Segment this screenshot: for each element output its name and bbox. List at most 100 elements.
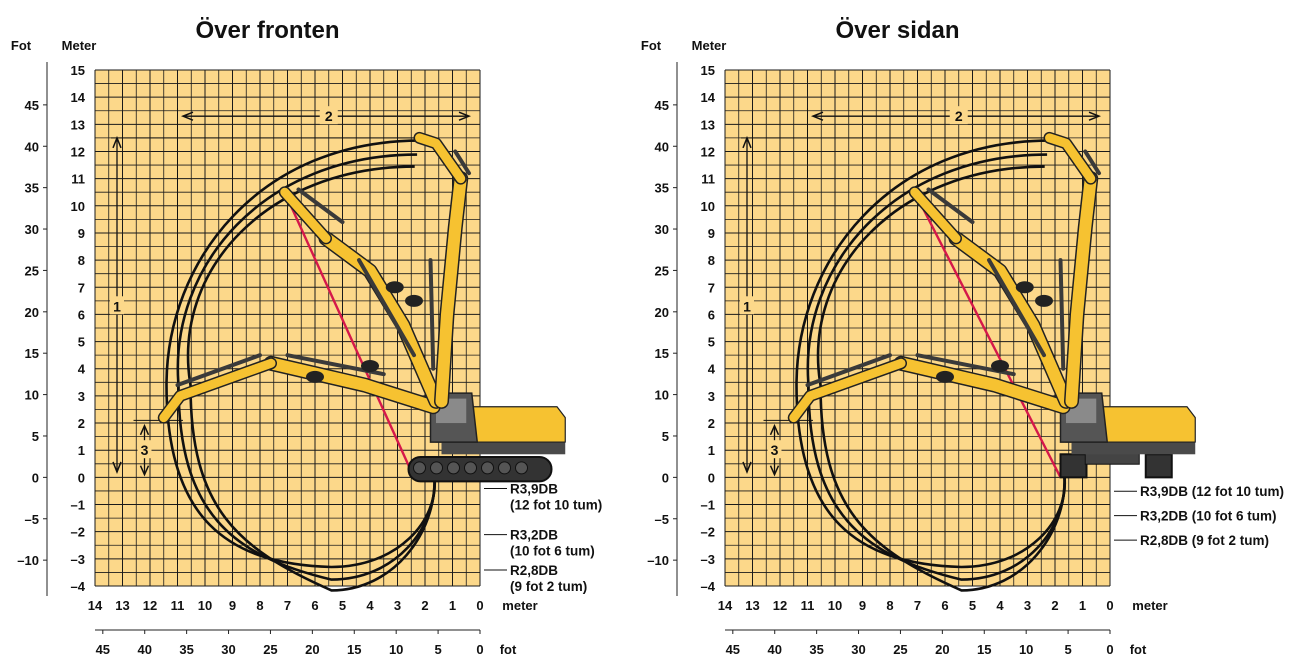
- x-tick-feet: 25: [263, 642, 277, 657]
- legend-sublabel: (10 fot 6 tum): [510, 544, 595, 559]
- x-tick-feet: 10: [389, 642, 403, 657]
- x-tick-feet: 35: [179, 642, 193, 657]
- x-tick-feet: 40: [137, 642, 151, 657]
- crawler-track-left: [1059, 453, 1088, 479]
- envelope-curve-1: [795, 139, 1066, 569]
- arrow-down-icon: [742, 461, 752, 474]
- y-tick-meter: 3: [708, 389, 715, 404]
- y-tick-feet: 40: [655, 139, 669, 154]
- cylinder: [805, 353, 892, 388]
- y-tick-feet: 35: [655, 181, 669, 196]
- y-tick-feet: –10: [647, 553, 669, 568]
- envelope-curve-3: [186, 165, 436, 592]
- x-tick-meter: 11: [801, 598, 815, 613]
- x-tick-meter: 2: [421, 598, 428, 613]
- dim-label-2: 2: [325, 108, 333, 124]
- y-tick-meter: –4: [71, 579, 86, 594]
- x-tick-meter: 13: [745, 598, 759, 613]
- x-tick-meter: 10: [198, 598, 212, 613]
- legend-label: R2,8DB (9 fot 2 tum): [1140, 533, 1269, 548]
- x-tick-feet: 20: [935, 642, 949, 657]
- excavator: [157, 131, 566, 483]
- y-tick-meter: 0: [708, 470, 715, 485]
- cylinder: [1058, 258, 1066, 371]
- x-tick-feet: 15: [347, 642, 361, 657]
- y-tick-meter: 2: [708, 416, 715, 431]
- y-tick-meter: –2: [71, 525, 85, 540]
- boom-horizontal: [895, 357, 1070, 413]
- working-envelopes: [795, 139, 1066, 592]
- y-tick-meter: 14: [71, 90, 86, 105]
- y-tick-meter: 12: [71, 144, 85, 159]
- x-tick-meter: 9: [229, 598, 236, 613]
- y-tick-meter: 9: [708, 226, 715, 241]
- x-tick-meter: 1: [1079, 598, 1086, 613]
- arrow-down-icon: [112, 461, 122, 474]
- y-tick-meter: –1: [71, 498, 85, 513]
- cat-logo-icon: [361, 360, 379, 373]
- stick-mid: [910, 187, 961, 243]
- y-tick-meter: 8: [708, 253, 715, 268]
- stick-horizontal: [159, 358, 276, 423]
- y-tick-meter: 1: [708, 443, 715, 458]
- legend-label: R3,9DB (12 fot 10 tum): [1140, 484, 1284, 499]
- panel-title: Över fronten: [195, 17, 339, 44]
- legend-label: R2,8DB: [510, 563, 558, 578]
- track-roller: [481, 461, 494, 475]
- envelope-curve-3: [816, 165, 1066, 592]
- cylinder: [987, 258, 1046, 358]
- x-tick-meter: 3: [1024, 598, 1031, 613]
- envelope-curve-2: [176, 153, 436, 581]
- arrow-right-icon: [1088, 111, 1102, 121]
- legend-sublabel: (9 fot 2 tum): [510, 579, 587, 594]
- y-tick-feet: 30: [655, 222, 669, 237]
- x-tick-meter: 14: [718, 598, 733, 613]
- arrow-left-icon: [810, 111, 824, 121]
- arrow-down-icon: [769, 465, 780, 477]
- cylinder: [175, 353, 262, 388]
- track-roller: [430, 461, 443, 475]
- feet-unit-label: Fot: [11, 38, 32, 53]
- track-roller: [515, 461, 528, 475]
- arrow-up-icon: [139, 423, 150, 436]
- y-tick-meter: 6: [78, 307, 85, 322]
- y-tick-feet: 0: [662, 470, 669, 485]
- x-unit-feet: fot: [1130, 642, 1147, 657]
- stick-high: [1045, 133, 1096, 184]
- y-tick-feet: 35: [25, 181, 39, 196]
- y-tick-meter: –1: [701, 498, 715, 513]
- y-tick-meter: 10: [71, 199, 85, 214]
- x-tick-meter: 9: [859, 598, 866, 613]
- y-tick-meter: –3: [71, 552, 85, 567]
- x-tick-meter: 6: [311, 598, 318, 613]
- excavator: [787, 131, 1196, 479]
- y-tick-meter: 1: [78, 443, 85, 458]
- feet-unit-label: Fot: [641, 38, 662, 53]
- x-tick-meter: 6: [941, 598, 948, 613]
- dim-label-2: 2: [955, 108, 963, 124]
- x-tick-feet: 0: [476, 642, 483, 657]
- x-tick-meter: 3: [394, 598, 401, 613]
- y-tick-feet: 30: [25, 222, 39, 237]
- stick-horizontal: [789, 358, 906, 423]
- track-roller: [413, 461, 426, 475]
- boom-high: [435, 172, 467, 408]
- x-tick-feet: 0: [1106, 642, 1113, 657]
- x-tick-meter: 14: [88, 598, 103, 613]
- y-tick-feet: 20: [655, 305, 669, 320]
- legend: R3,9DB(12 fot 10 tum) R3,2DB(10 fot 6 tum…: [484, 482, 602, 594]
- y-tick-meter: 3: [78, 389, 85, 404]
- panel-title: Över sidan: [835, 17, 959, 44]
- y-tick-feet: 15: [655, 346, 669, 361]
- y-tick-meter: 13: [71, 117, 85, 132]
- panel-over-side: Över sidan1514131211109876543210–1–2–3–4…: [641, 17, 1284, 657]
- y-tick-meter: 7: [708, 280, 715, 295]
- crawler-track: [407, 456, 553, 483]
- x-tick-feet: 10: [1019, 642, 1033, 657]
- x-unit-meter: meter: [1132, 598, 1167, 613]
- y-tick-meter: 12: [701, 144, 715, 159]
- x-tick-meter: 0: [476, 598, 483, 613]
- track-roller: [447, 461, 460, 475]
- y-tick-feet: 20: [25, 305, 39, 320]
- meter-unit-label: Meter: [62, 38, 97, 53]
